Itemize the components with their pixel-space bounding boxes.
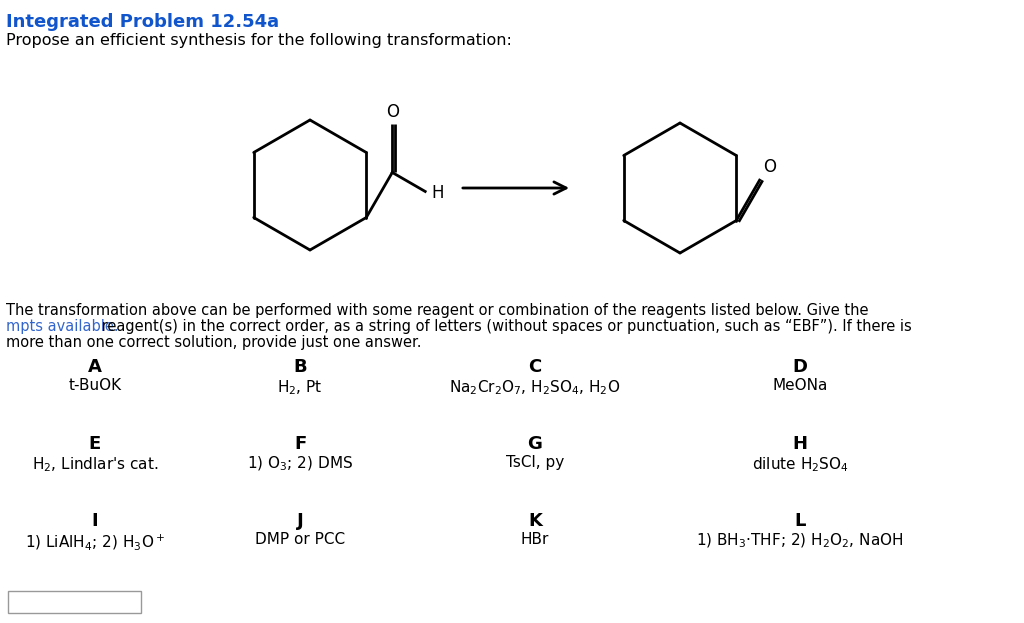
Text: D: D <box>793 358 808 376</box>
Text: mpts available.: mpts available. <box>6 319 119 334</box>
Text: 1) LiAlH$_4$; 2) H$_3$O$^+$: 1) LiAlH$_4$; 2) H$_3$O$^+$ <box>25 532 165 552</box>
Text: L: L <box>795 512 806 530</box>
Text: C: C <box>528 358 542 376</box>
Text: O: O <box>763 158 776 176</box>
Text: H: H <box>431 184 443 202</box>
Text: 1) BH$_3$·THF; 2) H$_2$O$_2$, NaOH: 1) BH$_3$·THF; 2) H$_2$O$_2$, NaOH <box>696 532 904 550</box>
Text: B: B <box>293 358 307 376</box>
Text: F: F <box>294 435 306 453</box>
Text: G: G <box>527 435 543 453</box>
Text: reagent(s) in the correct order, as a string of letters (without spaces or punct: reagent(s) in the correct order, as a st… <box>97 319 911 334</box>
Text: J: J <box>297 512 303 530</box>
Text: H$_2$, Pt: H$_2$, Pt <box>278 378 323 397</box>
Text: H$_2$, Lindlar's cat.: H$_2$, Lindlar's cat. <box>32 455 159 473</box>
Text: dilute H$_2$SO$_4$: dilute H$_2$SO$_4$ <box>752 455 849 473</box>
Text: O: O <box>386 103 398 121</box>
Text: more than one correct solution, provide just one answer.: more than one correct solution, provide … <box>6 335 422 350</box>
Text: A: A <box>88 358 102 376</box>
Text: TsCl, py: TsCl, py <box>506 455 564 470</box>
Text: E: E <box>89 435 101 453</box>
Text: t-BuOK: t-BuOK <box>69 378 122 393</box>
Text: HBr: HBr <box>521 532 549 547</box>
Text: Propose an efficient synthesis for the following transformation:: Propose an efficient synthesis for the f… <box>6 33 512 48</box>
Text: Integrated Problem 12.54a: Integrated Problem 12.54a <box>6 13 280 31</box>
Text: 1) O$_3$; 2) DMS: 1) O$_3$; 2) DMS <box>247 455 353 473</box>
Text: Na$_2$Cr$_2$O$_7$, H$_2$SO$_4$, H$_2$O: Na$_2$Cr$_2$O$_7$, H$_2$SO$_4$, H$_2$O <box>450 378 621 397</box>
Text: I: I <box>92 512 98 530</box>
Text: DMP or PCC: DMP or PCC <box>255 532 345 547</box>
FancyBboxPatch shape <box>8 591 141 613</box>
Text: K: K <box>528 512 542 530</box>
Text: H: H <box>793 435 808 453</box>
Text: MeONa: MeONa <box>772 378 827 393</box>
Text: The transformation above can be performed with some reagent or combination of th: The transformation above can be performe… <box>6 303 868 318</box>
